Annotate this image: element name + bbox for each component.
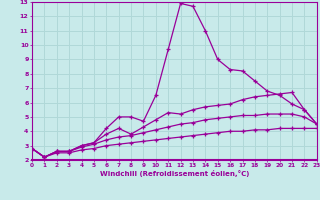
X-axis label: Windchill (Refroidissement éolien,°C): Windchill (Refroidissement éolien,°C)	[100, 170, 249, 177]
